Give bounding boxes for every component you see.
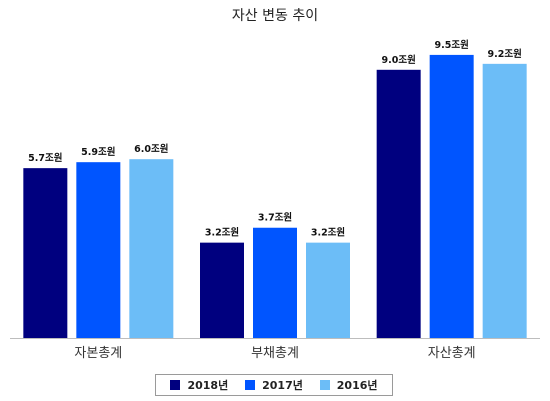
category-labels-group: 자본총계 부채총계 자산총계 xyxy=(74,346,475,361)
bar-2-1 xyxy=(429,54,474,339)
data-label-0-2: 6.0조원 xyxy=(134,143,168,155)
legend-label-2: 2016년 xyxy=(336,379,378,392)
bar-2-2 xyxy=(482,63,527,339)
bar-0-1 xyxy=(76,162,121,338)
bars-group xyxy=(23,54,527,339)
bar-2-0 xyxy=(376,69,421,339)
legend-label-1: 2017년 xyxy=(262,379,303,392)
category-label-0: 자본총계 xyxy=(74,346,122,361)
data-label-2-0: 9.0조원 xyxy=(382,54,416,66)
legend-label-0: 2018년 xyxy=(187,379,229,392)
data-label-2-2: 9.2조원 xyxy=(488,48,522,60)
data-label-2-1: 9.5조원 xyxy=(435,39,469,51)
data-label-1-1: 3.7조원 xyxy=(258,212,292,224)
legend: 2018년 2017년 2016년 xyxy=(155,374,393,396)
chart-title: 자산 변동 추이 xyxy=(232,8,318,24)
bar-0-0 xyxy=(23,168,68,338)
data-label-1-0: 3.2조원 xyxy=(205,227,239,239)
category-label-1: 부채총계 xyxy=(251,346,299,361)
bar-0-2 xyxy=(129,159,174,338)
data-labels-group: 5.7조원 5.9조원 6.0조원 3.2조원 3.7조원 3.2조원 9.0조원 9.5조원… xyxy=(28,39,522,239)
legend-item-1: 2017년 xyxy=(245,377,303,393)
legend-swatch-1 xyxy=(245,380,256,390)
legend-swatch-2 xyxy=(319,380,330,390)
bar-1-2 xyxy=(306,242,350,338)
legend-item-0: 2018년 xyxy=(170,377,228,393)
category-label-2: 자산총계 xyxy=(428,346,476,361)
bar-1-1 xyxy=(253,227,297,338)
data-label-0-1: 5.9조원 xyxy=(81,146,115,158)
data-label-1-2: 3.2조원 xyxy=(311,227,345,239)
bar-1-0 xyxy=(200,242,244,338)
data-label-0-0: 5.7조원 xyxy=(28,152,62,164)
legend-swatch-0 xyxy=(170,380,181,390)
legend-item-2: 2016년 xyxy=(319,377,378,393)
